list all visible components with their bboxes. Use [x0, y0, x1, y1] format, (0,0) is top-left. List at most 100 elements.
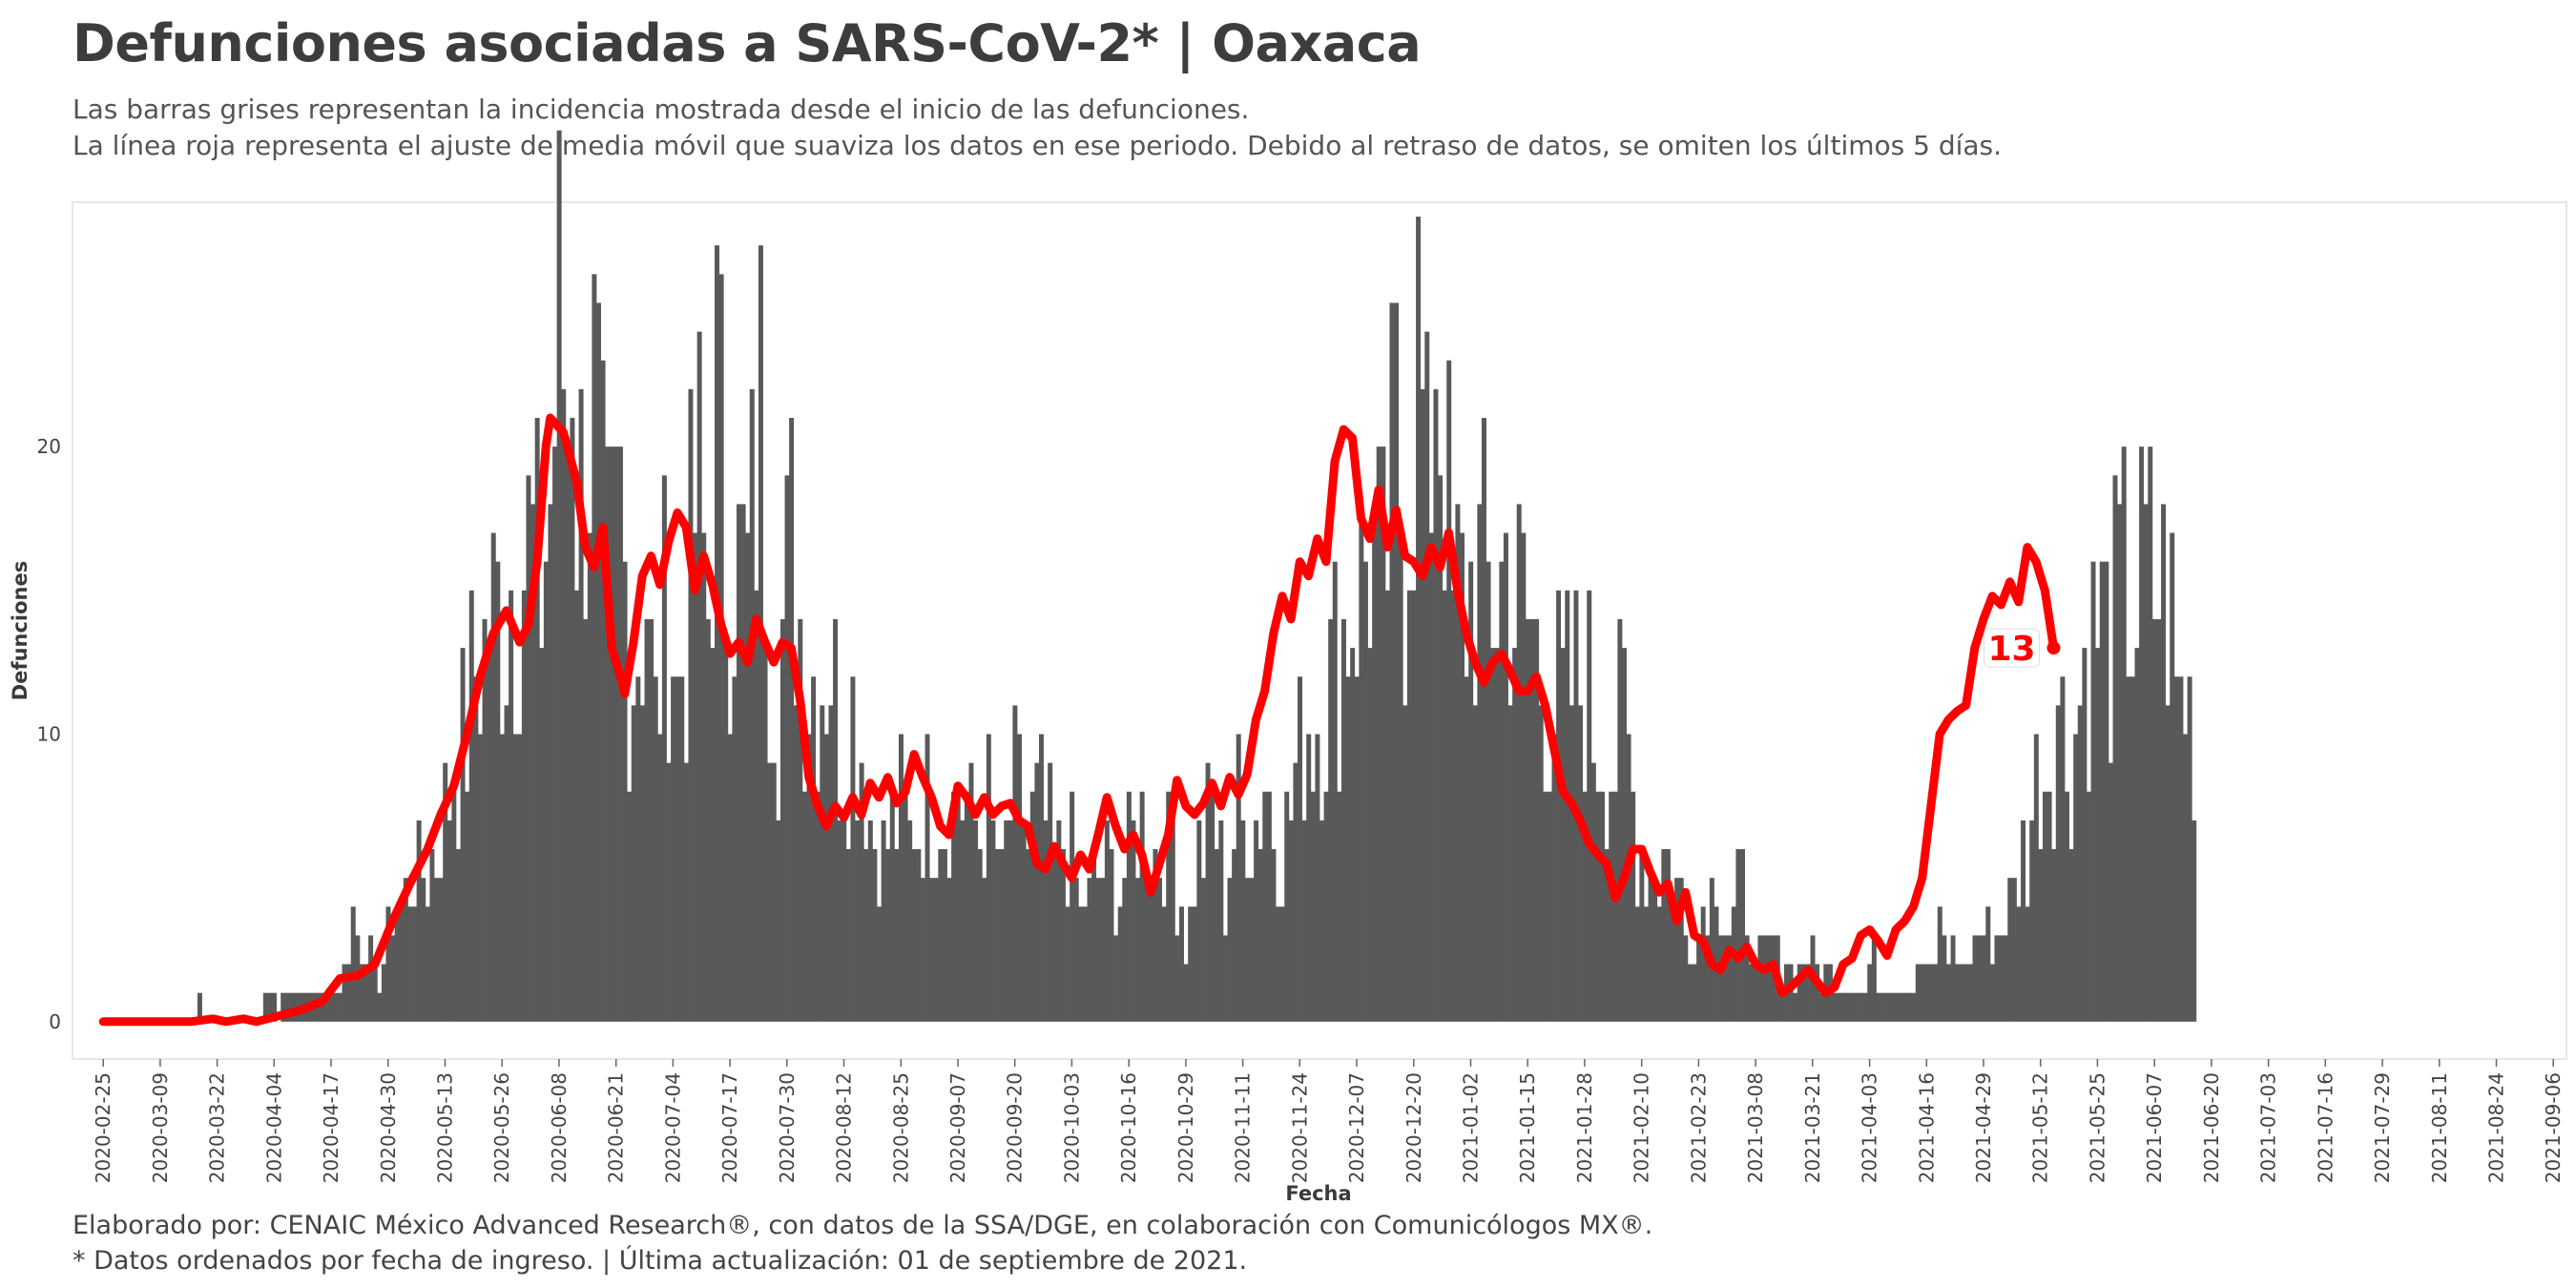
bar [657, 734, 663, 1022]
bar [2192, 820, 2197, 1022]
bar [1670, 906, 1675, 1022]
bar [1004, 820, 1009, 1022]
bar [1323, 791, 1329, 1022]
bar [1131, 820, 1136, 1022]
bar [920, 878, 925, 1022]
bar [539, 648, 545, 1022]
bar [1310, 791, 1316, 1022]
bar [385, 906, 391, 1022]
bar [1503, 532, 1508, 1022]
bar [859, 762, 864, 1022]
bar [399, 906, 405, 1022]
bar [495, 561, 501, 1022]
bar [1977, 935, 1983, 1022]
bar [1060, 849, 1066, 1022]
bar [1455, 504, 1461, 1022]
x-tick-label: 2021-01-02 [1460, 1072, 1483, 1183]
bar [1178, 906, 1184, 1022]
x-tick-label: 2021-06-20 [2200, 1072, 2223, 1183]
bar [1499, 561, 1505, 1022]
bar [1604, 849, 1610, 1022]
bar [867, 820, 873, 1022]
bar [1244, 878, 1250, 1022]
y-axis-title: Defunciones [9, 561, 31, 700]
bar [1648, 878, 1653, 1022]
caption-line-2: * Datos ordenados por fecha de ingreso. … [73, 1246, 1248, 1276]
bar [828, 705, 834, 1022]
bar [262, 992, 268, 1022]
x-tick-label: 2021-08-24 [2485, 1072, 2508, 1183]
x-tick-label: 2020-10-16 [1117, 1072, 1140, 1183]
bar [487, 648, 492, 1022]
bar [1200, 878, 1206, 1022]
bar [617, 447, 623, 1022]
bar [2043, 791, 2047, 1022]
bar [1170, 820, 1175, 1022]
bar [1512, 648, 1518, 1022]
x-tick-label: 2020-10-29 [1174, 1072, 1197, 1183]
bar [346, 964, 352, 1022]
bar [1876, 992, 1881, 1022]
bar [1091, 849, 1097, 1022]
bar [639, 705, 645, 1022]
bar [1298, 676, 1303, 1022]
bar [1073, 878, 1079, 1022]
bar [1709, 878, 1714, 1022]
bar [272, 992, 278, 1022]
bar [1700, 906, 1706, 1022]
bar [2021, 820, 2026, 1022]
bar [924, 734, 930, 1022]
bar [1871, 935, 1877, 1022]
bar [833, 618, 839, 1022]
x-tick-label: 2021-03-08 [1744, 1072, 1767, 1183]
x-tick-label: 2020-06-21 [605, 1072, 628, 1183]
bar [718, 274, 724, 1022]
bar [1937, 906, 1942, 1022]
bar [1920, 964, 1925, 1022]
bar [1534, 618, 1540, 1022]
bar [1551, 734, 1557, 1022]
bar [1744, 935, 1750, 1022]
bar [1818, 992, 1824, 1022]
bar [342, 964, 347, 1022]
bar [552, 447, 558, 1022]
bar [1832, 992, 1838, 1022]
bar [946, 878, 952, 1022]
x-tick-label: 2020-08-25 [889, 1072, 912, 1183]
bar [1793, 992, 1798, 1022]
bar [1565, 590, 1570, 1022]
bar [894, 849, 900, 1022]
bar [1188, 906, 1194, 1022]
chart-subtitle: Las barras grises representan la inciden… [73, 92, 2002, 164]
bar [284, 992, 290, 1022]
bar [1959, 964, 1964, 1022]
bar [1078, 906, 1084, 1022]
bar [350, 906, 356, 1022]
bar [530, 504, 536, 1022]
bar [1359, 504, 1364, 1022]
bar [2051, 849, 2057, 1022]
bar [1340, 618, 1346, 1022]
bar [903, 791, 908, 1022]
bar [990, 820, 996, 1022]
bar [889, 791, 895, 1022]
x-tick-label: 2020-05-13 [434, 1072, 457, 1183]
bar [1485, 561, 1491, 1022]
bar [1008, 820, 1013, 1022]
bar [1227, 878, 1233, 1022]
bar [841, 820, 847, 1022]
bar [609, 447, 614, 1022]
bar [1643, 906, 1649, 1022]
bar [1210, 791, 1215, 1022]
bar [898, 734, 904, 1022]
bar [1582, 791, 1588, 1022]
bar [754, 590, 759, 1022]
bar [1972, 935, 1978, 1022]
bar [1166, 791, 1172, 1022]
bar [372, 964, 378, 1022]
bar [333, 992, 339, 1022]
bar [425, 906, 430, 1022]
x-tick-label: 2021-07-29 [2371, 1072, 2394, 1183]
moving-average-line [98, 413, 2058, 1027]
